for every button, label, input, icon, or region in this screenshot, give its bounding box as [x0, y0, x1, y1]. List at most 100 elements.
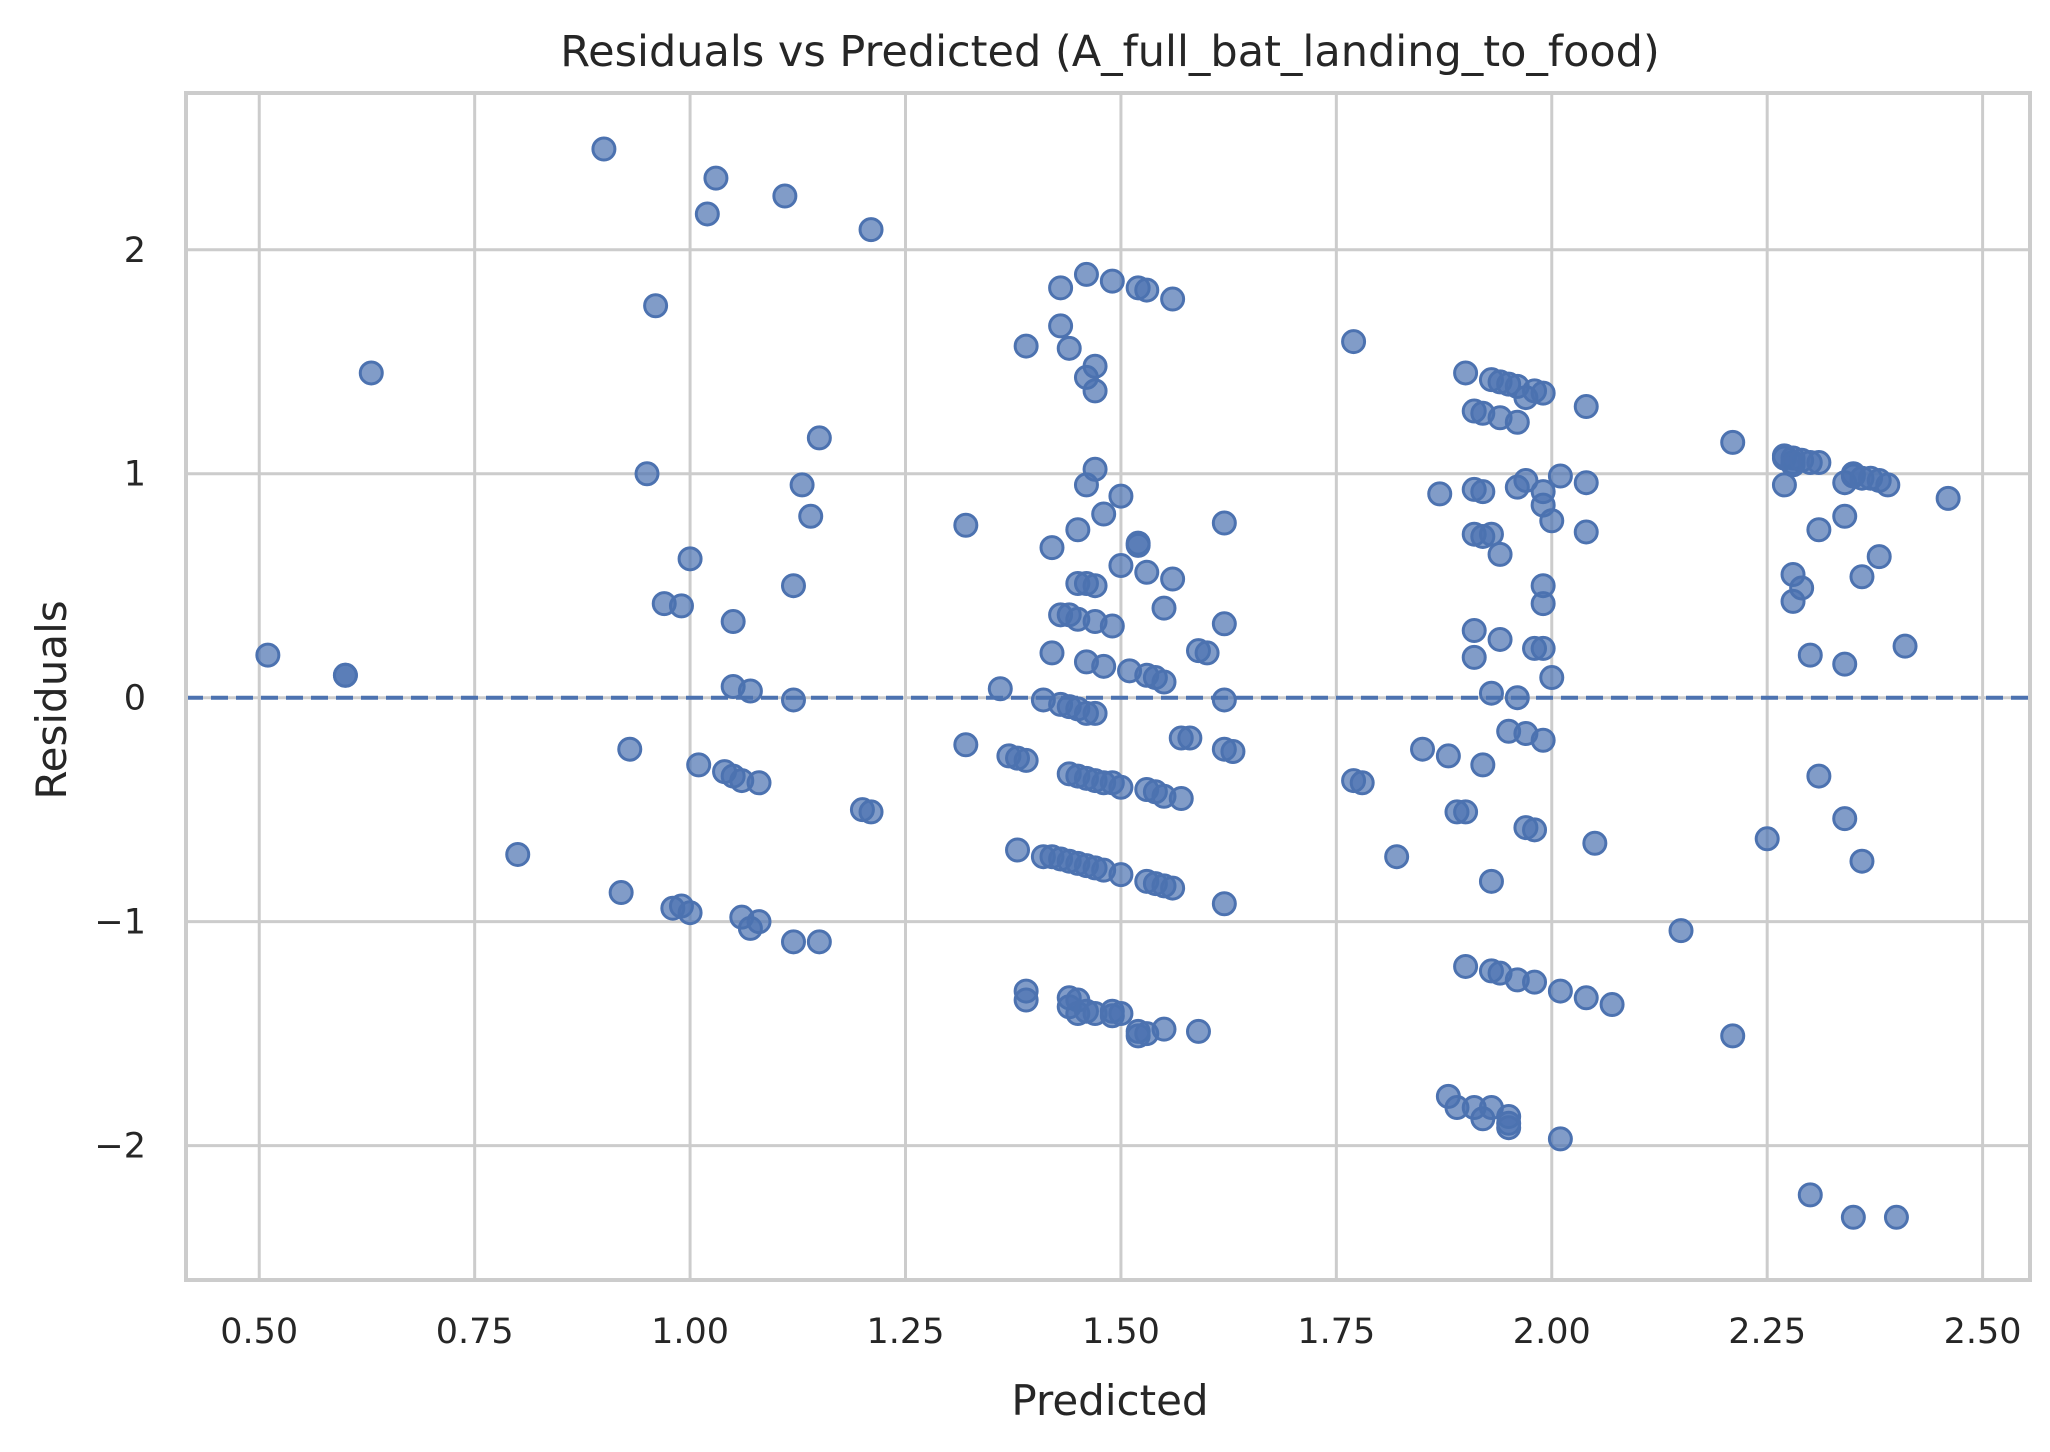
data-point	[1832, 503, 1858, 529]
data-point	[1573, 985, 1599, 1011]
data-point	[1082, 456, 1108, 482]
data-point	[1108, 774, 1134, 800]
data-point	[1849, 564, 1875, 590]
data-point	[1453, 953, 1479, 979]
data-point	[1547, 463, 1573, 489]
data-point	[1668, 918, 1694, 944]
data-point	[1478, 521, 1504, 547]
data-point	[1547, 1126, 1573, 1152]
data-point	[1151, 669, 1177, 695]
data-point	[1073, 261, 1099, 287]
data-point	[1065, 517, 1091, 543]
data-point	[1513, 467, 1539, 493]
data-point	[1453, 360, 1479, 386]
data-point	[1935, 485, 1961, 511]
data-point	[1754, 826, 1780, 852]
data-point	[1082, 700, 1108, 726]
data-point	[858, 217, 884, 243]
data-point	[806, 425, 832, 451]
data-point	[1504, 409, 1530, 435]
data-point	[1530, 479, 1556, 505]
data-point	[1530, 591, 1556, 617]
data-point	[1530, 635, 1556, 661]
data-point	[1806, 517, 1832, 543]
data-point	[1470, 752, 1496, 778]
data-point	[1883, 1204, 1909, 1230]
data-point	[1797, 1182, 1823, 1208]
data-point	[1211, 891, 1237, 917]
y-tick-label: −1	[94, 903, 146, 943]
x-tick-label: 0.75	[436, 1312, 514, 1352]
data-point	[1478, 868, 1504, 894]
data-point	[1211, 510, 1237, 536]
data-point	[1151, 595, 1177, 621]
data-point	[1108, 862, 1134, 888]
x-tick-label: 1.50	[1082, 1312, 1160, 1352]
data-point	[1108, 553, 1134, 579]
y-axis-label: Residuals	[27, 600, 76, 799]
data-point	[1039, 640, 1065, 666]
data-point	[1496, 1115, 1522, 1141]
data-point	[1108, 483, 1134, 509]
data-point	[1840, 1204, 1866, 1230]
data-point	[643, 293, 669, 319]
data-point	[358, 360, 384, 386]
data-point	[1160, 566, 1186, 592]
data-point	[332, 662, 358, 688]
data-point	[1056, 335, 1082, 361]
data-point	[694, 201, 720, 227]
data-point	[617, 736, 643, 762]
data-point	[720, 609, 746, 635]
data-point	[1797, 642, 1823, 668]
data-point	[1341, 329, 1367, 355]
y-tick-label: 2	[124, 231, 146, 271]
data-point	[1832, 806, 1858, 832]
data-point	[1470, 479, 1496, 505]
data-point	[1151, 1016, 1177, 1042]
data-point	[1134, 559, 1160, 585]
x-tick-label: 1.00	[651, 1312, 729, 1352]
data-point	[1892, 633, 1918, 659]
data-point	[1547, 978, 1573, 1004]
data-point	[1211, 611, 1237, 637]
data-point	[1530, 727, 1556, 753]
data-point	[1461, 618, 1487, 644]
data-point	[987, 676, 1013, 702]
data-point	[1410, 736, 1436, 762]
data-point	[1453, 799, 1479, 825]
data-point	[1013, 747, 1039, 773]
data-point	[1522, 969, 1548, 995]
data-point	[1039, 535, 1065, 561]
data-point	[1185, 1018, 1211, 1044]
data-point	[953, 512, 979, 538]
data-point	[780, 929, 806, 955]
data-point	[1806, 763, 1832, 789]
data-point	[1487, 626, 1513, 652]
data-point	[1435, 743, 1461, 769]
data-point	[806, 929, 832, 955]
data-point	[772, 183, 798, 209]
data-point	[789, 472, 815, 498]
data-point	[668, 593, 694, 619]
data-point	[1573, 470, 1599, 496]
data-point	[1134, 277, 1160, 303]
y-axis-ticks: −2 −1 0 1 2	[94, 231, 146, 1167]
data-point	[746, 770, 772, 796]
data-point	[1789, 575, 1815, 601]
data-point	[1168, 785, 1194, 811]
plot-frame	[184, 91, 2032, 1282]
data-point	[1048, 275, 1074, 301]
data-point	[1720, 1023, 1746, 1049]
data-point	[798, 503, 824, 529]
data-point	[686, 752, 712, 778]
x-tick-label: 2.00	[1513, 1312, 1591, 1352]
data-point	[1048, 313, 1074, 339]
data-point	[505, 841, 531, 867]
data-point	[1082, 573, 1108, 599]
data-point	[677, 900, 703, 926]
data-point	[1849, 848, 1875, 874]
data-point	[1211, 687, 1237, 713]
data-point	[1220, 738, 1246, 764]
data-point	[1013, 333, 1039, 359]
